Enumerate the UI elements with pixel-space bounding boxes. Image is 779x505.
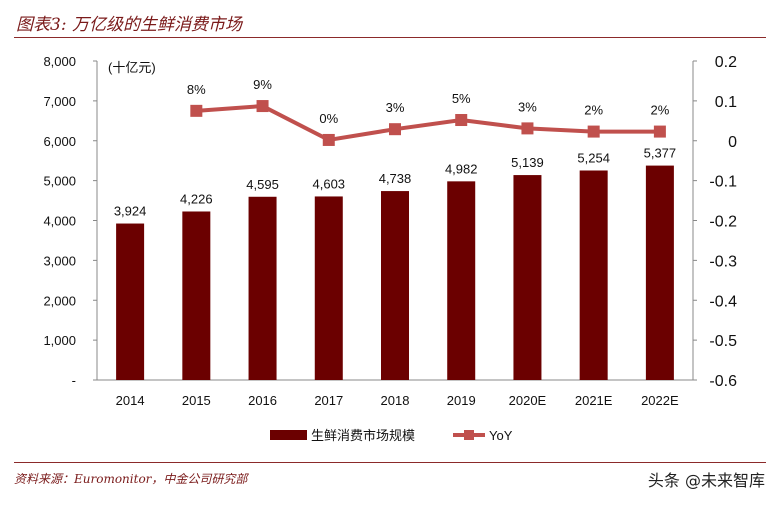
bar-label: 4,982 (445, 161, 478, 176)
yoy-marker (256, 100, 269, 113)
x-tick-label: 2015 (182, 393, 211, 408)
yoy-marker (653, 125, 666, 138)
left-tick-label: 5,000 (43, 174, 76, 189)
bar (116, 223, 145, 380)
x-tick-label: 2022E (641, 393, 679, 408)
right-tick-label: 0.2 (715, 54, 737, 71)
bar (314, 196, 343, 380)
bar-label: 3,924 (114, 204, 147, 219)
bar-label: 4,738 (379, 171, 412, 186)
yoy-label: 3% (518, 99, 537, 114)
bar (447, 181, 476, 380)
bar (645, 165, 674, 380)
figure-title: 图表3: 万亿级的生鲜消费市场 (16, 15, 242, 35)
left-tick-label: - (72, 373, 76, 388)
left-tick-label: 6,000 (43, 134, 76, 149)
x-tick-label: 2014 (116, 393, 145, 408)
left-tick-label: 3,000 (43, 253, 76, 268)
chart: - 1,000 2,000 3,000 4,000 5,000 6,000 7,000 8,00… (43, 54, 737, 443)
yoy-label: 8% (187, 82, 206, 97)
yoy-label: 2% (650, 103, 669, 118)
yoy-marker (190, 104, 203, 117)
right-tick-label: -0.3 (709, 253, 737, 270)
bar-label: 4,595 (246, 177, 279, 192)
yoy-label: 0% (319, 111, 338, 126)
right-tick-label: 0.1 (715, 94, 737, 111)
right-tick-label: -0.1 (709, 174, 737, 191)
right-tick-label: -0.2 (709, 214, 737, 231)
left-tick-label: 7,000 (43, 94, 76, 109)
bar (579, 170, 608, 380)
right-tick-label: -0.4 (709, 293, 737, 310)
legend-bar-label: 生鲜消费市场规模 (311, 428, 415, 443)
left-tick-label: 8,000 (43, 54, 76, 69)
left-tick-label: 2,000 (43, 293, 76, 308)
yoy-marker (455, 114, 468, 127)
left-tick-label: 1,000 (43, 333, 76, 348)
legend-line-label: YoY (489, 428, 513, 443)
yoy-marker (389, 123, 401, 136)
title-rule (14, 37, 766, 38)
yoy-label: 5% (452, 91, 471, 106)
x-tick-label: 2020E (509, 393, 547, 408)
bar (182, 211, 211, 380)
bar-label: 5,254 (577, 150, 610, 165)
x-tick-label: 2017 (314, 393, 343, 408)
yoy-line (196, 104, 660, 143)
legend-bar-swatch (270, 430, 307, 440)
unit-label: (十亿元) (108, 60, 156, 75)
right-tick-label: -0.6 (709, 373, 737, 390)
yoy-label: 3% (386, 100, 405, 115)
bar-label: 5,377 (644, 146, 677, 161)
left-tick-label: 4,000 (43, 214, 76, 229)
right-tick-label: 0 (728, 134, 737, 151)
source-note: 资料来源：Euromonitor，中金公司研究部 (14, 472, 248, 486)
yoy-label: 2% (584, 103, 603, 118)
bar (513, 175, 542, 380)
yoy-label: 9% (253, 77, 272, 92)
watermark: 头条 @未来智库 (647, 471, 765, 490)
x-tick-label: 2018 (381, 393, 410, 408)
bar (248, 196, 277, 380)
yoy-marker (587, 125, 600, 138)
yoy-marker (521, 122, 534, 135)
footer-rule (14, 462, 766, 463)
bar-label: 5,139 (511, 155, 544, 170)
x-tick-label: 2019 (447, 393, 476, 408)
bar (381, 191, 409, 380)
bar-label: 4,603 (313, 176, 346, 191)
bar-label: 4,226 (180, 191, 213, 206)
legend-line-marker (464, 430, 474, 440)
x-tick-label: 2016 (248, 393, 277, 408)
x-tick-label: 2021E (575, 393, 613, 408)
yoy-marker (322, 133, 335, 146)
right-tick-label: -0.5 (709, 333, 737, 350)
